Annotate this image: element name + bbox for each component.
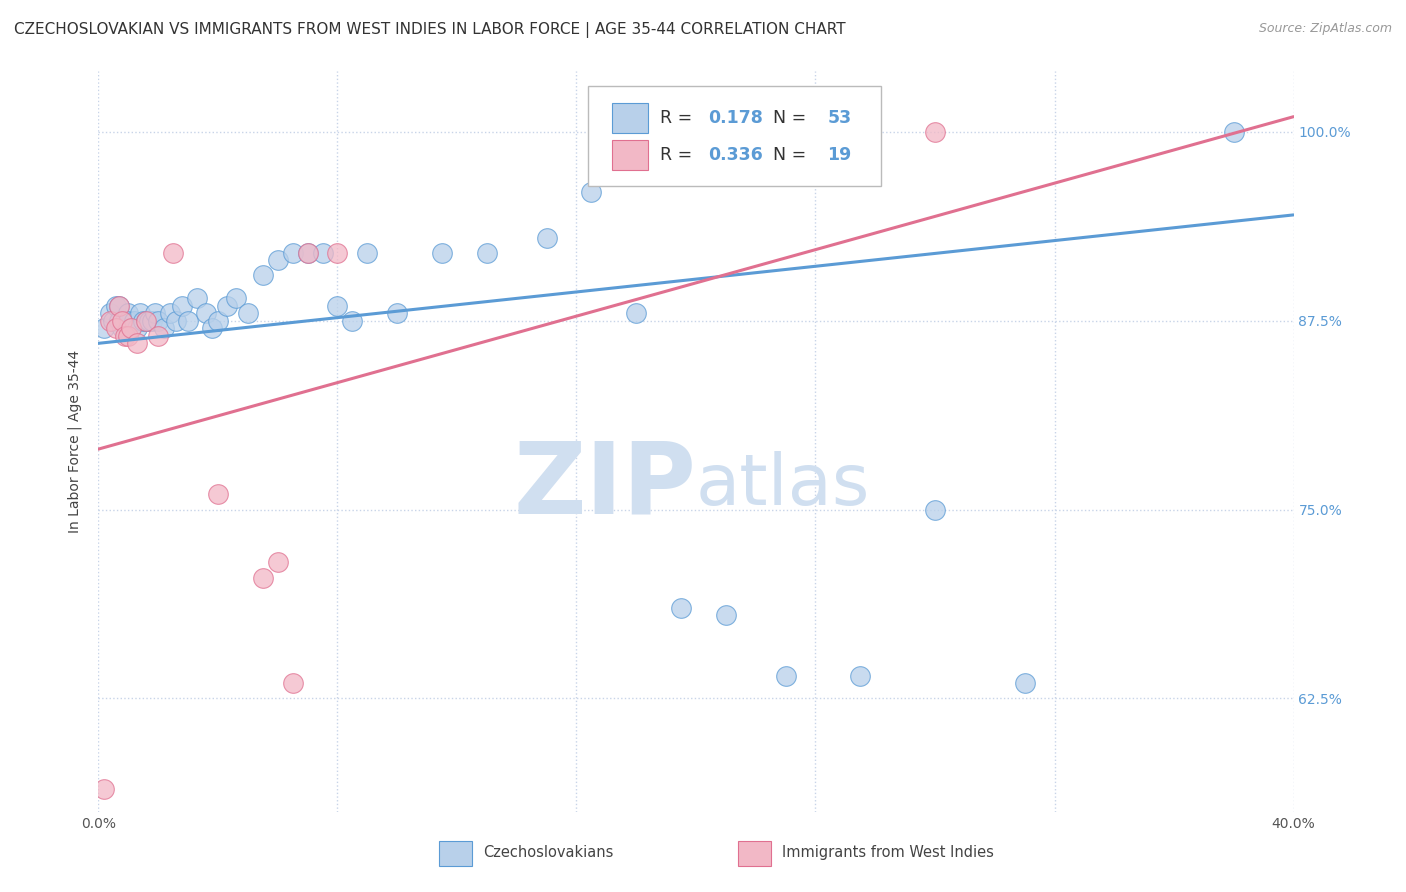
Point: [129, 306, 152, 320]
Point: [114, 313, 136, 327]
Point: [93, 321, 115, 335]
Point: [162, 245, 184, 260]
Point: [281, 676, 304, 690]
Point: [1223, 125, 1246, 139]
Point: [669, 600, 692, 615]
Point: [141, 313, 163, 327]
Point: [267, 253, 290, 268]
Point: [626, 306, 648, 320]
Point: [536, 230, 558, 244]
Text: N =: N =: [762, 146, 811, 164]
Point: [207, 487, 229, 501]
Point: [143, 306, 166, 320]
Point: [385, 306, 409, 320]
Bar: [738, 840, 772, 866]
Point: [117, 328, 139, 343]
Point: [148, 328, 170, 343]
Point: [108, 299, 131, 313]
Point: [207, 313, 229, 327]
Point: [114, 328, 136, 343]
Point: [172, 299, 194, 313]
Point: [297, 245, 319, 260]
Point: [127, 321, 149, 335]
Point: [177, 313, 200, 327]
Point: [297, 245, 319, 260]
Point: [98, 306, 122, 320]
Point: [195, 306, 218, 320]
Point: [93, 782, 115, 797]
Point: [326, 299, 349, 313]
Point: [111, 321, 134, 335]
Point: [165, 313, 187, 327]
Point: [127, 336, 149, 351]
Point: [201, 321, 224, 335]
Point: [924, 125, 946, 139]
Point: [252, 570, 274, 584]
Text: R =: R =: [661, 146, 697, 164]
Point: [105, 299, 128, 313]
Point: [430, 245, 453, 260]
Text: 19: 19: [827, 146, 852, 164]
Text: Czechoslovakians: Czechoslovakians: [484, 845, 613, 860]
Point: [153, 321, 176, 335]
Y-axis label: In Labor Force | Age 35-44: In Labor Force | Age 35-44: [67, 350, 83, 533]
Point: [159, 306, 181, 320]
Point: [252, 268, 274, 283]
Text: 0.336: 0.336: [709, 146, 762, 164]
Point: [108, 299, 131, 313]
Point: [117, 306, 139, 320]
Point: [132, 313, 155, 327]
Point: [342, 313, 364, 327]
Point: [105, 321, 128, 335]
Point: [267, 556, 290, 570]
Text: 0.178: 0.178: [709, 109, 763, 127]
Text: Source: ZipAtlas.com: Source: ZipAtlas.com: [1258, 22, 1392, 36]
FancyBboxPatch shape: [589, 87, 882, 186]
Point: [225, 291, 247, 305]
Point: [1014, 676, 1036, 690]
Text: R =: R =: [661, 109, 697, 127]
Point: [108, 313, 131, 327]
Point: [326, 245, 349, 260]
Point: [714, 608, 737, 623]
Text: 53: 53: [827, 109, 852, 127]
Point: [356, 245, 378, 260]
Point: [135, 313, 157, 327]
Point: [148, 313, 170, 327]
Point: [124, 313, 146, 327]
Text: Immigrants from West Indies: Immigrants from West Indies: [782, 845, 994, 860]
Point: [281, 245, 304, 260]
Point: [135, 313, 157, 327]
Point: [186, 291, 208, 305]
Point: [111, 313, 134, 327]
Point: [120, 321, 142, 335]
Bar: [613, 140, 648, 169]
Point: [120, 321, 142, 335]
Text: N =: N =: [762, 109, 811, 127]
Point: [581, 186, 603, 200]
Point: [215, 299, 238, 313]
Text: CZECHOSLOVAKIAN VS IMMIGRANTS FROM WEST INDIES IN LABOR FORCE | AGE 35-44 CORREL: CZECHOSLOVAKIAN VS IMMIGRANTS FROM WEST …: [14, 22, 845, 38]
Text: atlas: atlas: [696, 451, 870, 520]
Point: [311, 245, 333, 260]
Bar: [439, 840, 472, 866]
Point: [475, 245, 498, 260]
Point: [103, 313, 125, 327]
Text: ZIP: ZIP: [513, 437, 696, 534]
Point: [775, 669, 797, 683]
Point: [924, 502, 946, 516]
Point: [98, 313, 122, 327]
Bar: [613, 103, 648, 133]
Point: [138, 313, 160, 327]
Point: [117, 313, 139, 327]
Point: [849, 669, 872, 683]
Point: [236, 306, 259, 320]
